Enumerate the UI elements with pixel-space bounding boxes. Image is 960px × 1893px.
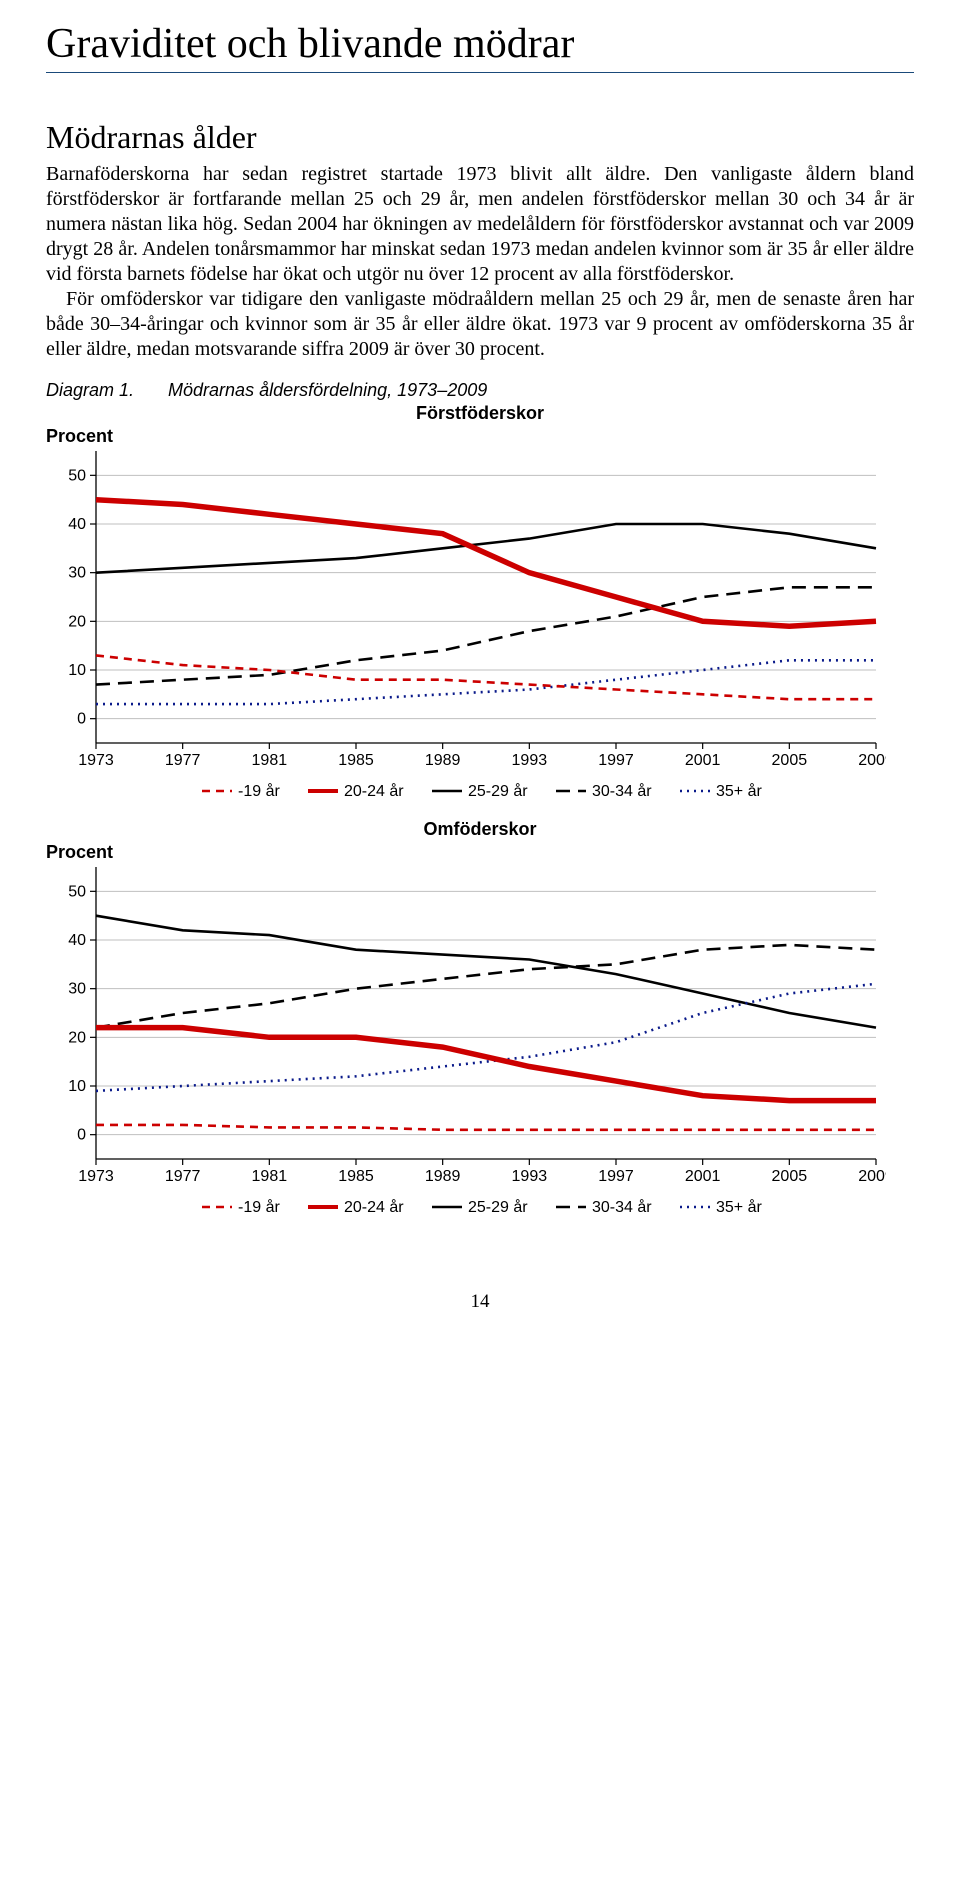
diagram-label: Diagram 1. [46,380,134,401]
svg-text:2005: 2005 [772,1168,808,1185]
paragraph-2: För omföderskor var tidigare den vanliga… [46,287,914,362]
svg-text:2001: 2001 [685,1168,721,1185]
section-title: Mödrarnas ålder [46,119,914,156]
svg-text:0: 0 [77,711,86,728]
svg-text:1997: 1997 [598,1168,634,1185]
svg-text:30: 30 [68,981,86,998]
charts-container: FörstföderskorProcent0102030405019731977… [46,403,914,1219]
svg-text:0: 0 [77,1127,86,1144]
svg-text:50: 50 [68,467,86,484]
line-chart: 0 10 20 30 40 50 1973 1977 1981 1985 1989 1993 1997 2… [46,443,886,803]
paragraph-1: Barnaföderskorna har sedan registret sta… [46,162,914,287]
svg-text:40: 40 [68,932,86,949]
svg-text:30-34 år: 30-34 år [592,1198,652,1216]
svg-text:40: 40 [68,516,86,533]
svg-text:2005: 2005 [772,752,808,769]
svg-text:10: 10 [68,662,86,679]
svg-text:1981: 1981 [252,1168,288,1185]
svg-text:1985: 1985 [338,1168,374,1185]
svg-text:2009: 2009 [858,752,886,769]
chart-block-0: FörstföderskorProcent0102030405019731977… [46,403,914,803]
svg-text:2001: 2001 [685,752,721,769]
svg-text:1981: 1981 [252,752,288,769]
diagram-caption: Diagram 1. Mödrarnas åldersfördelning, 1… [46,380,914,401]
chart-subtitle: Förstföderskor [46,403,914,424]
svg-text:25-29 år: 25-29 år [468,782,528,800]
svg-text:30: 30 [68,565,86,582]
svg-text:35+ år: 35+ år [716,1198,762,1216]
svg-text:10: 10 [68,1078,86,1095]
line-chart: 0 10 20 30 40 50 1973 1977 1981 1985 1989 1993 1997 2… [46,859,886,1219]
chart-subtitle: Omföderskor [46,819,914,840]
title-rule [46,72,914,73]
svg-text:1973: 1973 [78,1168,114,1185]
chart-block-1: OmföderskorProcent0102030405019731977198… [46,819,914,1219]
svg-text:1989: 1989 [425,752,461,769]
diagram-title: Mödrarnas åldersfördelning, 1973–2009 [168,380,487,401]
svg-text:1977: 1977 [165,1168,201,1185]
svg-text:1997: 1997 [598,752,634,769]
svg-text:2009: 2009 [858,1168,886,1185]
svg-text:20-24 år: 20-24 år [344,1198,404,1216]
svg-text:20-24 år: 20-24 år [344,782,404,800]
svg-text:-19 år: -19 år [238,1198,280,1216]
svg-text:1993: 1993 [512,752,548,769]
svg-text:1989: 1989 [425,1168,461,1185]
svg-text:35+ år: 35+ år [716,782,762,800]
svg-text:1977: 1977 [165,752,201,769]
page-title: Graviditet och blivande mödrar [46,20,914,68]
svg-text:1985: 1985 [338,752,374,769]
svg-text:20: 20 [68,613,86,630]
svg-text:1973: 1973 [78,752,114,769]
svg-text:1993: 1993 [512,1168,548,1185]
svg-text:30-34 år: 30-34 år [592,782,652,800]
svg-text:20: 20 [68,1029,86,1046]
body-text: Barnaföderskorna har sedan registret sta… [46,162,914,362]
svg-text:25-29 år: 25-29 år [468,1198,528,1216]
page-number: 14 [46,1291,914,1313]
svg-text:50: 50 [68,883,86,900]
svg-text:-19 år: -19 år [238,782,280,800]
